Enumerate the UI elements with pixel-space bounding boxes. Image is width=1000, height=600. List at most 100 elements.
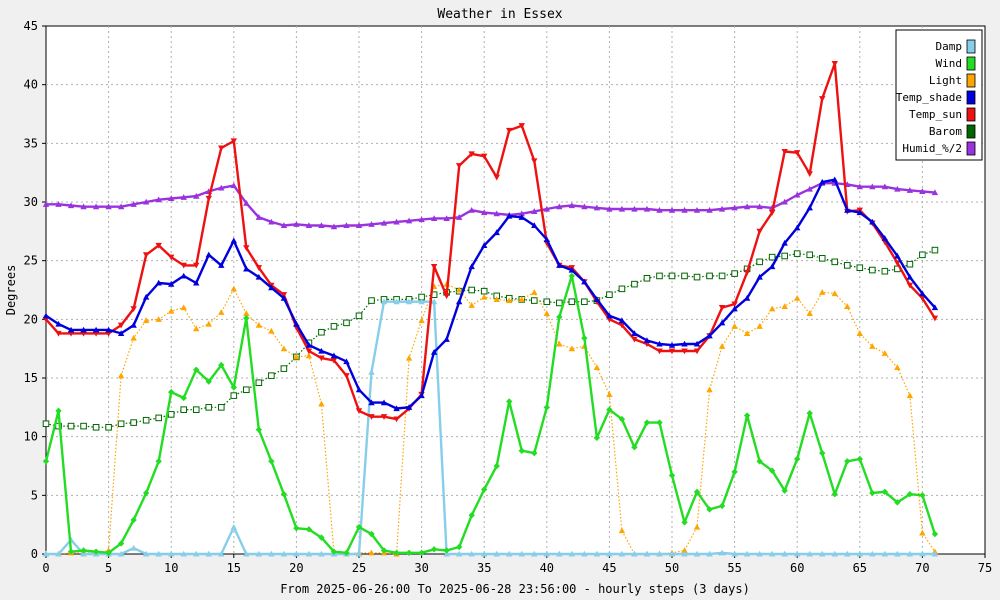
data-point-barom	[142, 416, 150, 424]
data-point-temp-sun	[443, 293, 450, 300]
data-point-humid-2	[593, 204, 601, 211]
data-point-humid-2	[756, 203, 763, 210]
data-point-wind	[193, 366, 200, 373]
legend-swatch-barom	[966, 124, 976, 139]
data-point-temp-shade	[881, 235, 889, 241]
data-point-damp	[894, 550, 901, 557]
data-point-temp-shade	[506, 212, 513, 219]
data-point-damp	[393, 298, 400, 305]
data-point-temp-sun	[718, 305, 726, 311]
axis-layer: 0 5 10 15 20 25 30 35 40 45 50 55 60 65 70 75 0 5 10 15 20 25…	[24, 19, 993, 575]
data-point-temp-shade	[631, 330, 638, 336]
data-point-temp-sun	[55, 330, 62, 337]
data-point-temp-shade	[681, 340, 688, 347]
data-point-wind	[718, 502, 726, 510]
series-layer	[42, 60, 939, 557]
data-point-temp-shade	[668, 341, 676, 348]
data-point-humid-2	[919, 188, 926, 194]
data-point-humid-2	[455, 214, 463, 220]
data-point-humid-2	[869, 183, 876, 190]
data-point-temp-shade	[656, 340, 663, 347]
data-point-damp	[618, 550, 626, 557]
series-humid-2	[42, 180, 939, 230]
data-point-temp-shade	[318, 347, 325, 354]
data-point-temp-shade	[794, 224, 801, 231]
data-point-humid-2	[794, 191, 801, 198]
data-point-humid-2	[681, 207, 688, 213]
y-tick-label: 5	[31, 488, 38, 502]
data-point-wind	[493, 462, 500, 470]
data-point-damp	[581, 550, 588, 557]
data-point-damp	[193, 550, 200, 557]
data-point-damp	[418, 298, 425, 305]
data-point-temp-sun	[117, 322, 125, 329]
data-point-humid-2	[656, 207, 663, 213]
x-tick-label: 5	[105, 561, 112, 575]
data-point-wind	[618, 415, 626, 423]
data-point-barom	[80, 422, 87, 430]
data-point-barom	[343, 319, 350, 327]
data-point-temp-shade	[368, 399, 375, 406]
data-point-temp-sun	[731, 301, 738, 308]
data-point-temp-shade	[405, 404, 413, 410]
data-point-wind	[155, 458, 162, 465]
data-point-temp-shade	[443, 336, 450, 342]
data-point-humid-2	[368, 221, 375, 227]
legend-swatch-temp-sun	[966, 107, 976, 122]
data-point-temp-shade	[117, 330, 125, 336]
data-point-wind	[92, 548, 100, 555]
x-tick-label: 70	[915, 561, 929, 575]
data-point-barom	[180, 406, 188, 413]
data-point-temp-sun	[130, 306, 137, 312]
legend-swatch-humid-2	[966, 141, 976, 156]
data-point-light	[243, 310, 250, 317]
data-point-temp-shade	[92, 326, 100, 333]
data-point-damp	[380, 298, 388, 305]
data-point-barom	[781, 252, 788, 260]
data-point-humid-2	[155, 196, 162, 203]
data-point-humid-2	[243, 199, 250, 206]
data-point-temp-shade	[919, 290, 926, 297]
data-point-temp-sun	[906, 282, 914, 289]
data-point-light	[455, 286, 463, 293]
x-tick-label: 40	[540, 561, 554, 575]
legend-label-humid-2: Humid_%/2	[902, 142, 962, 155]
data-point-light	[894, 364, 901, 370]
data-point-temp-shade	[355, 386, 363, 393]
x-tick-label: 30	[414, 561, 428, 575]
data-point-wind	[380, 547, 388, 554]
data-point-wind	[693, 488, 701, 496]
data-point-humid-2	[355, 222, 363, 229]
data-point-humid-2	[881, 183, 889, 190]
data-point-barom	[606, 291, 613, 298]
data-point-temp-shade	[531, 222, 538, 229]
y-tick-label: 45	[24, 19, 38, 33]
data-point-light	[368, 549, 375, 556]
data-point-temp-sun	[230, 138, 237, 145]
data-point-temp-sun	[768, 210, 776, 216]
x-tick-label: 0	[42, 561, 49, 575]
data-point-humid-2	[706, 207, 713, 213]
data-point-wind	[117, 540, 125, 547]
data-point-temp-sun	[894, 260, 901, 267]
series-line-damp	[46, 300, 935, 556]
data-point-wind	[67, 548, 75, 555]
legend-label-light: Light	[929, 74, 962, 87]
data-point-wind	[768, 467, 776, 474]
data-point-temp-shade	[581, 278, 588, 285]
data-point-damp	[168, 550, 175, 557]
chart-title: Weather in Essex	[437, 7, 562, 22]
data-point-barom	[931, 246, 939, 254]
series-damp	[42, 298, 939, 557]
data-point-wind	[293, 524, 300, 532]
data-point-temp-shade	[568, 266, 576, 273]
data-point-wind	[743, 412, 751, 419]
data-point-light	[869, 343, 876, 349]
data-point-temp-shade	[618, 317, 626, 324]
data-point-light	[318, 400, 325, 407]
x-tick-label: 35	[477, 561, 491, 575]
data-point-light	[618, 527, 626, 534]
data-point-light	[906, 392, 914, 399]
data-point-barom	[280, 365, 288, 372]
data-point-damp	[180, 550, 187, 557]
